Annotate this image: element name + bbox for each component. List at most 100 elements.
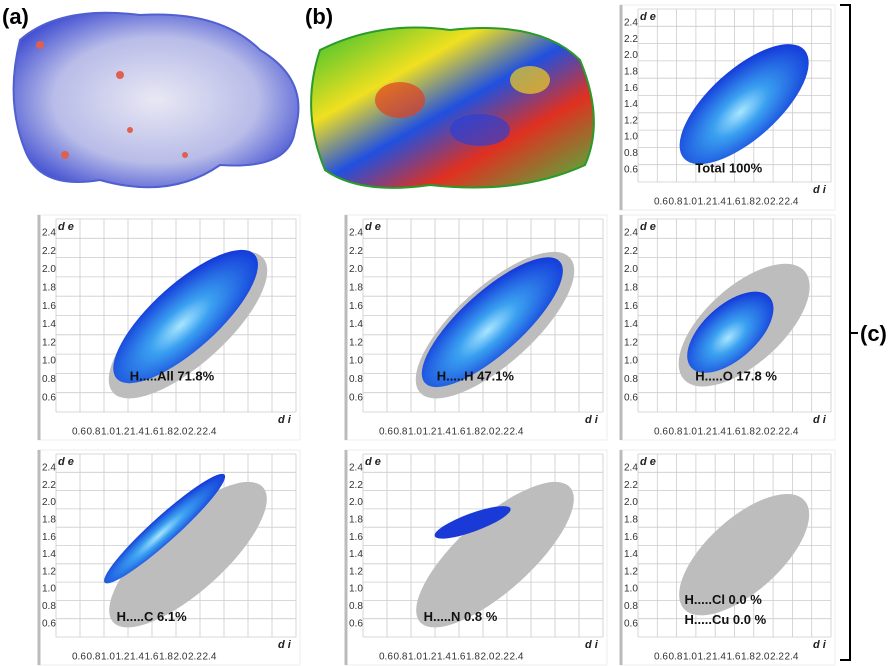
y-tick-label: 0.6 — [349, 618, 363, 629]
x-axis-label: d i — [278, 414, 292, 426]
y-tick-label: 2.0 — [42, 264, 56, 275]
y-tick-label: 1.6 — [42, 301, 56, 312]
x-tick-label: 1.4 — [712, 427, 726, 438]
x-tick-label: 0.8 — [669, 652, 683, 663]
surface-a — [12, 11, 300, 189]
blue-cloud — [113, 249, 258, 384]
y-tick-label: 1.8 — [624, 515, 638, 526]
y-tick-label: 2.0 — [349, 497, 363, 508]
y-tick-label: 0.6 — [624, 164, 638, 175]
x-tick-label: 2.4 — [785, 652, 799, 663]
x-tick-label: 0.8 — [87, 427, 101, 438]
x-tick-label: 1.8 — [741, 427, 755, 438]
x-tick-label: 2.2 — [770, 197, 784, 208]
x-axis-label: d i — [813, 639, 827, 651]
x-tick-label: 2.4 — [203, 427, 217, 438]
x-tick-label: 2.2 — [770, 427, 784, 438]
y-tick-label: 1.2 — [624, 115, 638, 126]
bracket — [840, 4, 858, 661]
x-tick-label: 2.0 — [756, 652, 770, 663]
x-tick-label: 1.4 — [712, 652, 726, 663]
x-tick-label: 1.8 — [159, 427, 173, 438]
y-tick-label: 1.6 — [349, 301, 363, 312]
y-tick-label: 0.6 — [349, 392, 363, 403]
y-tick-label: 0.8 — [349, 601, 363, 612]
fingerprint-plot: 2.42.22.01.81.61.41.21.00.80.60.6 0.8 1.0 1… — [37, 449, 301, 666]
x-tick-label: 2.2 — [770, 652, 784, 663]
fingerprint-plot: 2.42.22.01.81.61.41.21.00.80.60.6 0.8 1.0 1… — [37, 214, 301, 441]
x-tick-label: 1.6 — [727, 197, 741, 208]
x-tick-label: 2.4 — [785, 427, 799, 438]
y-tick-label: 1.8 — [624, 67, 638, 78]
x-tick-label: 0.6 — [72, 427, 86, 438]
label-a: (a) — [2, 4, 29, 29]
x-tick-label: 1.6 — [727, 652, 741, 663]
x-tick-label: 0.6 — [654, 652, 668, 663]
plot-caption: H.....H 47.1% — [437, 368, 515, 383]
x-axis-label: d i — [585, 639, 599, 651]
x-tick-label: 1.2 — [698, 197, 712, 208]
x-tick-label: 2.4 — [785, 197, 799, 208]
x-tick-label: 2.0 — [756, 197, 770, 208]
x-tick-label: 2.0 — [756, 427, 770, 438]
y-tick-label: 2.0 — [624, 264, 638, 275]
x-tick-label: 0.6 — [654, 427, 668, 438]
fingerprint-plot: 2.42.22.01.81.61.41.21.00.80.60.6 0.8 1.0 1… — [344, 449, 608, 666]
y-tick-label: 2.4 — [624, 18, 638, 29]
y-axis-label: d e — [365, 456, 381, 468]
y-tick-label: 2.2 — [624, 246, 638, 257]
x-tick-label: 1.2 — [423, 652, 437, 663]
y-tick-label: 2.0 — [624, 497, 638, 508]
y-tick-label: 1.2 — [349, 566, 363, 577]
blue-cloud — [421, 257, 563, 388]
y-tick-label: 2.4 — [42, 463, 56, 474]
plot-caption: Total 100% — [695, 160, 762, 175]
x-tick-label: 0.6 — [654, 197, 668, 208]
y-tick-label: 2.0 — [42, 497, 56, 508]
y-tick-label: 2.4 — [624, 228, 638, 239]
x-tick-label: 1.6 — [145, 427, 159, 438]
x-tick-label: 2.2 — [495, 427, 509, 438]
y-tick-label: 1.0 — [42, 584, 56, 595]
y-tick-label: 2.4 — [349, 463, 363, 474]
gray-cloud — [416, 481, 574, 628]
y-tick-label: 1.2 — [624, 566, 638, 577]
plot-caption: H.....Cu 0.0 % — [685, 612, 767, 627]
x-tick-label: 1.6 — [727, 427, 741, 438]
y-tick-label: 1.4 — [624, 549, 638, 560]
x-tick-label: 1.4 — [437, 652, 451, 663]
x-tick-label: 2.4 — [510, 652, 524, 663]
y-axis-label: d e — [365, 221, 381, 233]
x-tick-label: 1.8 — [741, 652, 755, 663]
y-tick-label: 0.8 — [42, 601, 56, 612]
y-tick-label: 1.6 — [624, 301, 638, 312]
plot-caption: H.....O 17.8 % — [695, 368, 777, 383]
fingerprint-plot: 2.42.22.01.81.61.41.21.00.80.60.6 0.8 1.0 1… — [619, 214, 836, 441]
y-tick-label: 1.0 — [349, 356, 363, 367]
x-tick-label: 0.6 — [379, 427, 393, 438]
y-tick-label: 2.2 — [624, 480, 638, 491]
x-tick-label: 1.0 — [408, 427, 422, 438]
gray-cloud — [109, 481, 267, 628]
x-tick-label: 1.0 — [408, 652, 422, 663]
x-tick-label: 1.8 — [741, 197, 755, 208]
y-tick-label: 1.4 — [624, 319, 638, 330]
y-tick-label: 0.8 — [624, 601, 638, 612]
y-tick-label: 1.6 — [349, 532, 363, 543]
y-tick-label: 1.8 — [349, 515, 363, 526]
plot-caption: H.....Cl 0.0 % — [685, 592, 763, 607]
y-tick-label: 0.8 — [42, 374, 56, 385]
y-tick-label: 2.2 — [42, 246, 56, 257]
y-tick-label: 1.2 — [42, 566, 56, 577]
y-axis-label: d e — [640, 11, 656, 23]
y-tick-label: 0.6 — [42, 392, 56, 403]
y-axis-label: d e — [640, 456, 656, 468]
x-tick-label: 1.0 — [683, 652, 697, 663]
y-tick-label: 0.6 — [624, 618, 638, 629]
x-tick-label: 1.2 — [116, 427, 130, 438]
x-tick-label: 1.8 — [159, 652, 173, 663]
x-tick-label: 1.6 — [145, 652, 159, 663]
plot-caption: H.....C 6.1% — [117, 609, 188, 624]
x-tick-label: 2.0 — [481, 652, 495, 663]
y-tick-label: 1.4 — [42, 319, 56, 330]
